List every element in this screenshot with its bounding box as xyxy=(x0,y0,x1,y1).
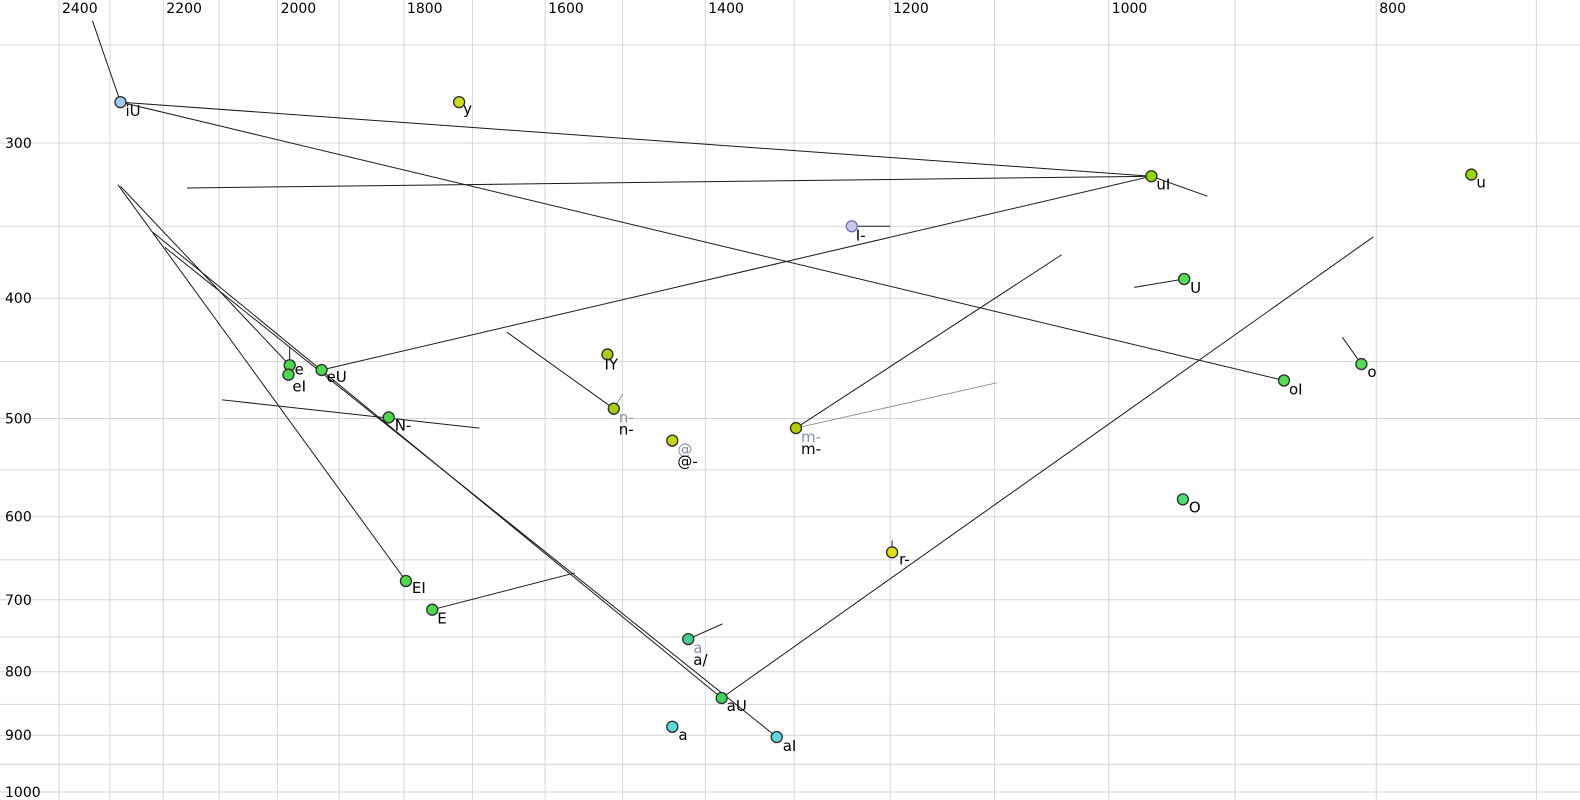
point-label-a/: a xyxy=(693,639,702,657)
point-label-m-: m- xyxy=(801,440,821,458)
data-point-y[interactable] xyxy=(452,95,466,109)
point-label-e: e xyxy=(295,360,304,378)
data-point-n-[interactable] xyxy=(607,402,620,415)
data-point-eI[interactable] xyxy=(282,368,295,381)
y-axis-tick-label: 600 xyxy=(5,510,32,526)
point-label-iU: iU xyxy=(125,102,140,120)
segment-fan-to-e xyxy=(120,185,291,366)
y-axis-tick-label: 1000 xyxy=(5,785,41,800)
point-label-n-: n- xyxy=(619,409,634,427)
point-label-U: U xyxy=(1190,279,1201,297)
point-label-EI: EI xyxy=(412,579,426,597)
y-axis-tick-label: 400 xyxy=(5,291,32,307)
data-point-I-[interactable] xyxy=(845,220,858,233)
data-point-oI[interactable] xyxy=(1277,374,1291,387)
segment-U-tail xyxy=(1134,278,1185,288)
point-label-eI: eI xyxy=(292,378,306,396)
segment-iU-tail xyxy=(91,20,121,103)
point-label-@-: @- xyxy=(677,453,697,471)
data-point-iU[interactable] xyxy=(114,95,127,109)
segment-E-tail xyxy=(432,572,575,611)
segment-N-line xyxy=(221,399,480,429)
data-point-u[interactable] xyxy=(1465,168,1478,181)
point-label-aI: aI xyxy=(783,737,797,755)
point-label-oI: oI xyxy=(1289,381,1303,399)
data-point-o[interactable] xyxy=(1355,357,1368,371)
point-label-O: O xyxy=(1189,498,1201,516)
y-axis-tick-label: 700 xyxy=(5,593,32,609)
point-label-I-: I- xyxy=(856,226,866,244)
point-label-eU: eU xyxy=(327,368,347,386)
point-label-IY: IY xyxy=(604,355,618,373)
point-label-n-: n- xyxy=(619,421,634,439)
data-point-O[interactable] xyxy=(1176,493,1190,506)
x-axis-tick-label: 1600 xyxy=(548,1,584,17)
x-axis-tick-label: 800 xyxy=(1379,1,1406,17)
x-axis-tick-label: 1400 xyxy=(708,1,744,17)
segment-fan-to-EI xyxy=(117,184,407,582)
segment-iU-to-oI xyxy=(120,101,1285,381)
data-point-aU[interactable] xyxy=(715,691,728,705)
segment-a-slash-tail xyxy=(688,623,723,640)
x-axis-tick-label: 1000 xyxy=(1112,1,1148,17)
x-axis-tick-label: 2000 xyxy=(281,1,317,17)
point-label-y: y xyxy=(463,100,472,118)
segment-fan-to-aI xyxy=(164,246,778,738)
point-label-E: E xyxy=(437,610,446,628)
segment-eU-to-uI xyxy=(321,175,1152,371)
point-label-r-: r- xyxy=(899,550,910,568)
segment-iU-to-uI xyxy=(120,101,1152,177)
point-label-a/: a/ xyxy=(693,651,708,669)
segment-flat-to-uI xyxy=(186,175,1152,189)
x-axis-tick-label: 1800 xyxy=(407,1,443,17)
x-axis-tick-label: 2200 xyxy=(166,1,202,17)
point-label-aU: aU xyxy=(727,697,747,715)
data-point-U[interactable] xyxy=(1178,272,1191,286)
data-point-N-[interactable] xyxy=(382,411,395,424)
point-label-a: a xyxy=(678,726,687,744)
point-label-m-: m- xyxy=(801,428,821,446)
data-point-@-[interactable] xyxy=(666,434,679,447)
data-point-IY[interactable] xyxy=(601,348,614,361)
point-label-uI: uI xyxy=(1156,175,1170,193)
data-point-r-[interactable] xyxy=(885,546,899,559)
y-axis-tick-label: 500 xyxy=(5,411,32,427)
x-axis-tick-label: 2400 xyxy=(62,1,98,17)
point-label-@-: @ xyxy=(677,441,692,459)
x-axis-tick-label: 1200 xyxy=(893,1,929,17)
segment-uI-tail xyxy=(1151,175,1208,197)
data-point-E[interactable] xyxy=(426,603,439,616)
segment-aU-long-line xyxy=(721,236,1374,699)
point-label-o: o xyxy=(1367,363,1376,381)
data-point-a[interactable] xyxy=(666,720,679,733)
segment-m-gray-line xyxy=(795,382,997,429)
segment-m-long-line xyxy=(795,254,1062,429)
point-label-N-: N- xyxy=(395,416,412,434)
data-point-a/[interactable] xyxy=(682,632,695,646)
data-point-uI[interactable] xyxy=(1145,170,1158,183)
y-axis-tick-label: 300 xyxy=(5,136,32,152)
data-point-aI[interactable] xyxy=(770,730,783,744)
point-label-u: u xyxy=(1476,174,1486,192)
data-point-EI[interactable] xyxy=(399,574,413,588)
y-axis-tick-label: 900 xyxy=(5,728,32,744)
data-point-m-[interactable] xyxy=(789,421,803,435)
y-axis-tick-label: 800 xyxy=(5,665,32,681)
data-point-eU[interactable] xyxy=(315,363,328,377)
segment-n-tail xyxy=(506,331,615,410)
